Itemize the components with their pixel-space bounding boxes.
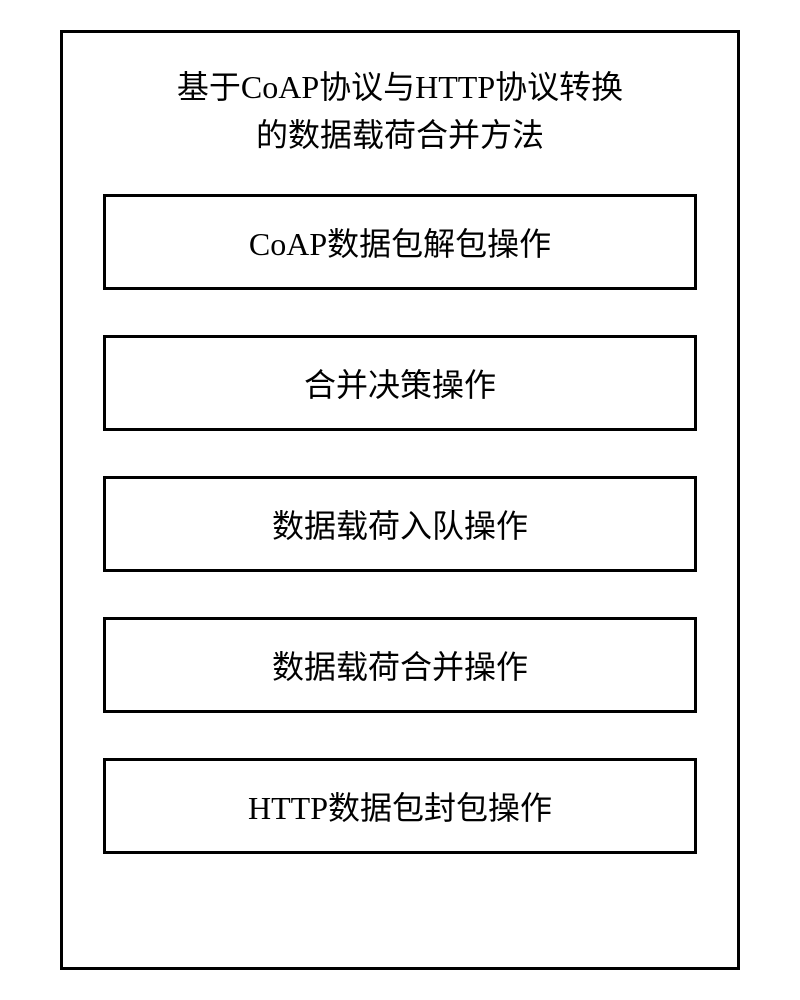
diagram-title: 基于CoAP协议与HTTP协议转换 的数据载荷合并方法 — [103, 63, 697, 159]
steps-container: CoAP数据包解包操作 合并决策操作 数据载荷入队操作 数据载荷合并操作 HTT… — [103, 194, 697, 927]
title-line-2: 的数据载荷合并方法 — [103, 111, 697, 159]
title-line-1: 基于CoAP协议与HTTP协议转换 — [103, 63, 697, 111]
step-label: 数据载荷合并操作 — [272, 649, 528, 685]
step-label: 数据载荷入队操作 — [272, 508, 528, 544]
step-label: CoAP数据包解包操作 — [249, 226, 551, 262]
step-box-5: HTTP数据包封包操作 — [103, 758, 697, 854]
step-box-1: CoAP数据包解包操作 — [103, 194, 697, 290]
step-box-3: 数据载荷入队操作 — [103, 476, 697, 572]
step-label: 合并决策操作 — [304, 367, 496, 403]
step-box-2: 合并决策操作 — [103, 335, 697, 431]
step-label: HTTP数据包封包操作 — [248, 790, 552, 826]
diagram-container: 基于CoAP协议与HTTP协议转换 的数据载荷合并方法 CoAP数据包解包操作 … — [60, 30, 740, 970]
step-box-4: 数据载荷合并操作 — [103, 617, 697, 713]
